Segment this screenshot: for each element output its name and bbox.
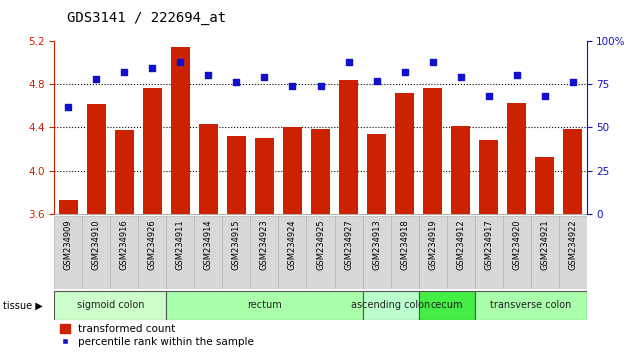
Point <box>512 73 522 78</box>
Bar <box>54 291 167 320</box>
Text: GSM234909: GSM234909 <box>64 219 73 270</box>
Bar <box>531 216 558 289</box>
Bar <box>283 127 302 214</box>
Text: GSM234923: GSM234923 <box>260 219 269 270</box>
Bar <box>535 157 554 214</box>
Bar <box>60 200 78 214</box>
Bar <box>395 93 413 214</box>
Text: GDS3141 / 222694_at: GDS3141 / 222694_at <box>67 11 226 25</box>
Point <box>539 93 549 99</box>
Text: GSM234922: GSM234922 <box>568 219 577 270</box>
Bar <box>447 216 474 289</box>
Bar <box>563 129 581 214</box>
Bar <box>451 126 470 214</box>
Bar <box>474 216 503 289</box>
Text: GSM234916: GSM234916 <box>120 219 129 270</box>
Text: transverse colon: transverse colon <box>490 300 571 310</box>
Bar <box>171 47 190 214</box>
Text: GSM234927: GSM234927 <box>344 219 353 270</box>
Bar <box>87 104 106 214</box>
Bar <box>144 88 162 214</box>
Text: tissue ▶: tissue ▶ <box>3 300 43 310</box>
Bar <box>54 216 83 289</box>
Text: GSM234917: GSM234917 <box>484 219 493 270</box>
Text: GSM234924: GSM234924 <box>288 219 297 270</box>
Bar <box>228 136 246 214</box>
Text: GSM234920: GSM234920 <box>512 219 521 270</box>
Bar <box>474 291 587 320</box>
Point <box>176 59 186 64</box>
Point <box>371 78 381 84</box>
Text: GSM234911: GSM234911 <box>176 219 185 270</box>
Point <box>119 69 129 75</box>
Bar <box>363 291 419 320</box>
Legend: transformed count, percentile rank within the sample: transformed count, percentile rank withi… <box>60 324 254 347</box>
Bar <box>558 216 587 289</box>
Text: GSM234912: GSM234912 <box>456 219 465 270</box>
Text: cecum: cecum <box>430 300 463 310</box>
Text: GSM234918: GSM234918 <box>400 219 409 270</box>
Point <box>483 93 494 99</box>
Point <box>63 104 74 109</box>
Point <box>399 69 410 75</box>
Bar <box>194 216 222 289</box>
Point <box>147 65 158 71</box>
Text: GSM234914: GSM234914 <box>204 219 213 270</box>
Text: sigmoid colon: sigmoid colon <box>77 300 144 310</box>
Text: ascending colon: ascending colon <box>351 300 430 310</box>
Bar <box>339 80 358 214</box>
Text: GSM234926: GSM234926 <box>148 219 157 270</box>
Bar <box>83 216 110 289</box>
Point <box>203 73 213 78</box>
Bar <box>419 216 447 289</box>
Text: GSM234910: GSM234910 <box>92 219 101 270</box>
Bar <box>251 216 278 289</box>
Bar <box>167 216 194 289</box>
Point <box>287 83 297 88</box>
Bar <box>335 216 363 289</box>
Point <box>315 83 326 88</box>
Bar <box>199 124 217 214</box>
Bar <box>424 88 442 214</box>
Bar <box>367 134 386 214</box>
Point <box>260 74 270 80</box>
Text: rectum: rectum <box>247 300 282 310</box>
Bar <box>479 141 497 214</box>
Bar <box>363 216 390 289</box>
Text: GSM234921: GSM234921 <box>540 219 549 270</box>
Point <box>567 80 578 85</box>
Bar <box>167 291 363 320</box>
Bar <box>115 130 133 214</box>
Point <box>92 76 102 82</box>
Bar <box>222 216 251 289</box>
Point <box>344 59 354 64</box>
Text: GSM234913: GSM234913 <box>372 219 381 270</box>
Bar <box>278 216 306 289</box>
Bar <box>390 216 419 289</box>
Bar <box>508 103 526 214</box>
Bar <box>110 216 138 289</box>
Text: GSM234919: GSM234919 <box>428 219 437 270</box>
Text: GSM234925: GSM234925 <box>316 219 325 270</box>
Bar <box>306 216 335 289</box>
Bar <box>255 138 274 214</box>
Point <box>231 80 242 85</box>
Point <box>428 59 438 64</box>
Bar <box>419 291 474 320</box>
Bar <box>138 216 167 289</box>
Bar <box>503 216 531 289</box>
Point <box>455 74 465 80</box>
Text: GSM234915: GSM234915 <box>232 219 241 270</box>
Bar <box>312 129 329 214</box>
